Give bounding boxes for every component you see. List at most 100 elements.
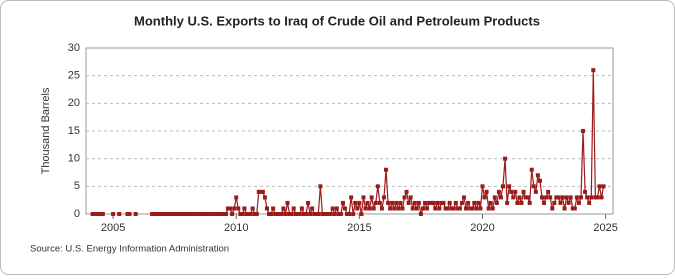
- data-point: [498, 195, 503, 200]
- data-point: [490, 206, 495, 211]
- data-point: [583, 189, 588, 194]
- data-point: [558, 200, 563, 205]
- data-point: [219, 212, 224, 216]
- data-point: [591, 68, 596, 73]
- data-point: [400, 206, 405, 211]
- data-point: [601, 184, 606, 189]
- data-point: [486, 206, 491, 211]
- data-point: [236, 206, 241, 211]
- data-point: [301, 212, 306, 216]
- data-point: [262, 195, 267, 200]
- data-point: [281, 206, 286, 211]
- data-point: [324, 212, 329, 216]
- data-point: [433, 206, 438, 211]
- data-point: [581, 129, 586, 133]
- data-point: [466, 200, 471, 205]
- data-point: [509, 189, 514, 194]
- data-point: [363, 206, 368, 211]
- data-point: [560, 195, 565, 200]
- data-point: [320, 212, 325, 216]
- data-point: [381, 195, 386, 200]
- data-point: [550, 206, 555, 211]
- data-point: [221, 212, 226, 216]
- x-tick-label: 2010: [224, 222, 248, 234]
- data-point: [369, 195, 374, 200]
- data-point: [213, 212, 218, 216]
- data-point: [531, 184, 536, 189]
- data-point: [398, 200, 403, 205]
- data-point: [234, 195, 239, 200]
- data-point: [215, 212, 220, 216]
- data-point: [265, 206, 270, 211]
- data-point: [457, 206, 462, 211]
- data-point: [230, 212, 235, 216]
- data-point: [193, 212, 198, 216]
- data-point: [127, 212, 132, 216]
- data-point: [572, 206, 577, 211]
- data-point: [244, 212, 249, 216]
- data-point: [375, 184, 380, 189]
- data-point: [228, 206, 233, 211]
- data-point: [256, 189, 261, 194]
- x-tick-label: 2015: [347, 222, 371, 234]
- data-point: [254, 212, 259, 216]
- data-point: [111, 212, 116, 216]
- y-tick-label: 20: [68, 97, 80, 109]
- data-point: [416, 200, 421, 205]
- data-point: [515, 200, 520, 205]
- data-point: [554, 195, 559, 200]
- data-point: [474, 206, 479, 211]
- data-point: [408, 195, 413, 200]
- data-point: [306, 200, 311, 205]
- data-point: [576, 200, 581, 205]
- data-point: [373, 200, 378, 205]
- data-point: [92, 212, 97, 216]
- data-point: [248, 212, 253, 216]
- data-point: [211, 212, 216, 216]
- data-point: [199, 212, 204, 216]
- data-point: [240, 212, 245, 216]
- y-tick-label: 15: [68, 125, 80, 137]
- data-point: [336, 212, 341, 216]
- data-point: [500, 184, 505, 189]
- data-point: [207, 212, 212, 216]
- data-point: [568, 195, 573, 200]
- data-point: [599, 195, 604, 200]
- x-tick-label: 2020: [470, 222, 494, 234]
- data-point: [455, 206, 460, 211]
- data-point: [562, 206, 567, 211]
- data-point: [589, 195, 594, 200]
- data-point: [525, 195, 530, 200]
- data-point: [347, 212, 352, 216]
- data-point: [404, 189, 409, 194]
- data-point: [189, 212, 194, 216]
- data-point: [505, 200, 510, 205]
- data-point: [540, 195, 545, 200]
- data-point: [478, 206, 483, 211]
- data-point: [435, 200, 440, 205]
- data-point: [597, 184, 602, 189]
- data-point: [361, 195, 366, 200]
- data-point: [429, 200, 434, 205]
- data-point: [246, 212, 251, 216]
- data-point: [402, 195, 407, 200]
- data-point: [425, 206, 430, 211]
- y-tick-label: 25: [68, 70, 80, 82]
- data-point: [482, 195, 487, 200]
- data-point: [299, 206, 304, 211]
- data-point: [420, 206, 425, 211]
- data-point: [447, 200, 452, 205]
- data-point: [197, 212, 202, 216]
- data-point: [318, 184, 323, 189]
- data-point: [260, 189, 265, 194]
- data-point: [564, 195, 569, 200]
- data-point: [170, 212, 175, 216]
- data-point: [252, 212, 257, 216]
- data-point: [174, 212, 179, 216]
- data-point: [338, 212, 343, 216]
- data-point: [226, 206, 231, 211]
- data-point: [164, 212, 169, 216]
- data-point: [519, 200, 524, 205]
- data-point: [587, 200, 592, 205]
